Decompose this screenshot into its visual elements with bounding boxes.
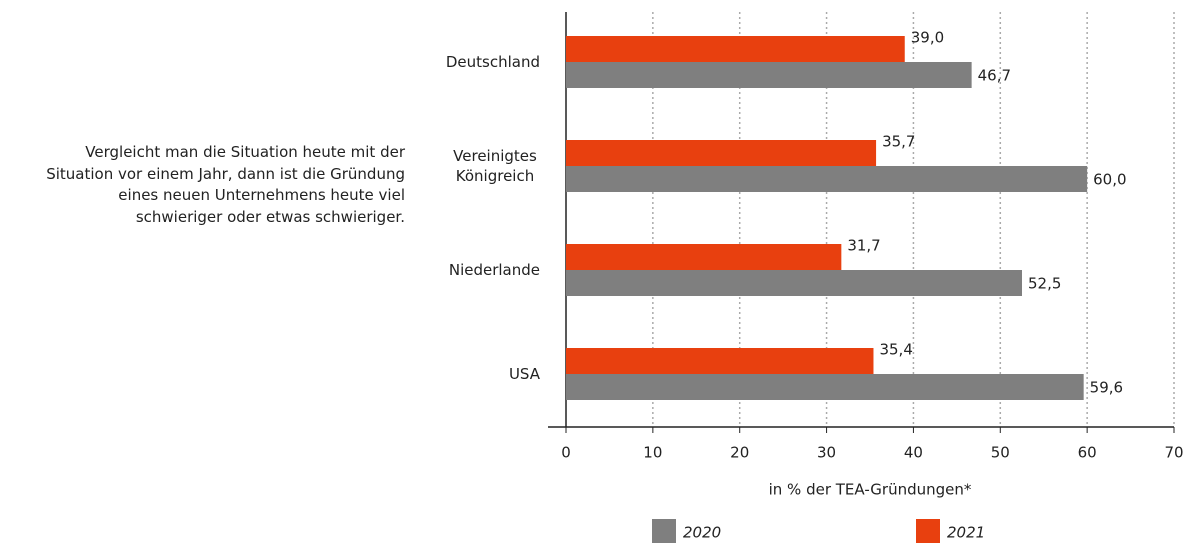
x-tick-label: 0 [561, 444, 571, 462]
legend-label: 2020 [683, 524, 721, 542]
value-label: 59,6 [1090, 379, 1123, 397]
annotation-line: Vergleicht man die Situation heute mit d… [85, 143, 405, 161]
value-label: 46,7 [978, 67, 1011, 85]
annotation-line: schwieriger oder etwas schwieriger. [135, 207, 405, 226]
x-tick-label: 60 [1078, 444, 1097, 462]
annotation-line: Situation vor einem Jahr, dann ist die G… [46, 164, 405, 183]
bar [566, 166, 1088, 192]
bar [566, 140, 877, 166]
value-label: 35,4 [879, 341, 912, 359]
bar [566, 270, 1022, 296]
value-label: 39,0 [911, 29, 944, 47]
y-tick-label: Niederlande [448, 261, 540, 279]
bar [566, 244, 842, 270]
y-tick-label: Vereinigtes Königreich [453, 147, 537, 185]
value-label: 60,0 [1093, 171, 1126, 189]
x-axis-label: in % der TEA-Gründungen* [769, 481, 972, 499]
x-tick-label: 10 [643, 444, 662, 462]
bar [566, 62, 972, 88]
x-tick-label: 70 [1164, 444, 1183, 462]
legend-swatch [916, 519, 940, 543]
value-label: 31,7 [847, 237, 880, 255]
bar [566, 36, 905, 62]
y-tick-label: Deutschland [445, 53, 540, 71]
x-tick-label: 30 [817, 444, 836, 462]
x-tick-label: 50 [991, 444, 1010, 462]
x-tick-label: 40 [904, 444, 923, 462]
annotation: Vergleicht man die Situation heute mit d… [0, 142, 405, 228]
value-label: 35,7 [882, 133, 915, 151]
bar [566, 374, 1084, 400]
value-label: 52,5 [1028, 275, 1061, 293]
y-tick-label: USA [508, 365, 540, 383]
annotation-line: eines neuen Unternehmens heute viel [118, 186, 405, 204]
legend-label: 2021 [947, 524, 985, 542]
x-tick-label: 20 [730, 444, 749, 462]
legend-swatch [652, 519, 676, 543]
bar [566, 348, 874, 374]
